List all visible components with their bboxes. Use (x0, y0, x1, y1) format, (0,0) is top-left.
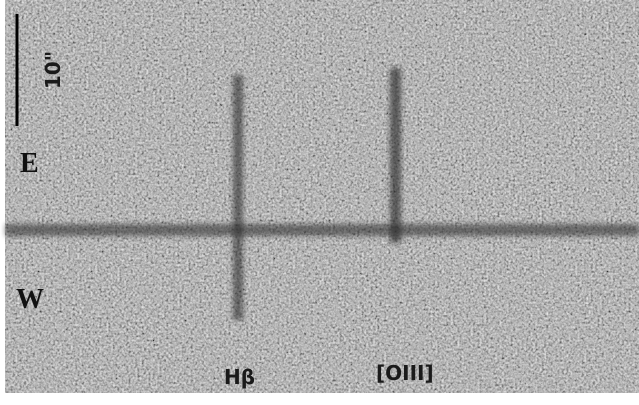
hbeta-label: Hβ (224, 365, 255, 389)
west-label: W (16, 284, 44, 315)
page: 10" E W Hβ [OIII] (() => { const data = … (0, 0, 639, 405)
spectrum-image: 10" E W Hβ [OIII] (0, 0, 639, 405)
east-label: E (20, 148, 39, 179)
oiii-label: [OIII] (376, 361, 434, 385)
hbeta-line (233, 75, 243, 320)
oiii-line (390, 68, 401, 243)
noise (5, 0, 639, 393)
continuum (5, 224, 639, 236)
scale-label: 10" (41, 51, 65, 89)
